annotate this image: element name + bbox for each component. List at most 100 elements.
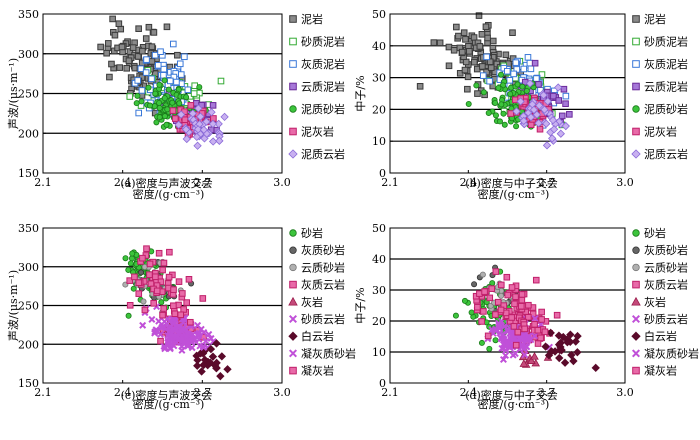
data-point xyxy=(159,311,166,319)
data-point xyxy=(142,69,150,76)
data-point xyxy=(484,332,492,340)
data-point xyxy=(140,298,147,305)
data-point xyxy=(194,321,202,329)
data-point xyxy=(541,342,550,351)
data-point xyxy=(531,314,539,322)
data-point xyxy=(466,48,473,55)
data-point xyxy=(199,360,208,370)
data-point xyxy=(217,352,227,361)
legend-item: 砂质云岩 xyxy=(631,312,688,326)
data-point xyxy=(555,353,564,363)
panel-2: 2.1 2.4 2.7 3.0 150 200 250 300 350 密度/(g·cm⁻³) 声波… xyxy=(6,222,356,411)
data-point xyxy=(143,245,150,252)
data-point xyxy=(470,34,478,41)
data-point xyxy=(527,121,535,128)
data-point xyxy=(196,84,203,91)
data-point xyxy=(116,64,123,71)
series-6 xyxy=(512,79,570,150)
data-point xyxy=(567,350,576,360)
data-point xyxy=(146,102,153,109)
legend-item: 泥质云岩 xyxy=(631,147,688,161)
data-point xyxy=(486,294,494,302)
data-point xyxy=(181,53,188,61)
data-point xyxy=(542,141,552,150)
data-point xyxy=(143,56,150,63)
legend-marker xyxy=(289,60,297,68)
data-point xyxy=(174,120,183,129)
data-point xyxy=(163,121,170,128)
data-point xyxy=(220,112,229,122)
data-point xyxy=(498,281,505,289)
panel-0: 2.1 2.4 2.7 3.0 150 200 250 300 350 密度/(g·cm⁻³) 声波… xyxy=(6,8,345,201)
series-6 xyxy=(541,328,600,373)
data-point xyxy=(175,278,183,285)
panel-caption: (c)密度与声波交会 xyxy=(121,388,213,402)
data-point xyxy=(158,299,165,306)
data-point xyxy=(502,51,510,59)
data-point xyxy=(462,36,469,43)
legend-label: 泥质云岩 xyxy=(644,147,688,161)
data-point xyxy=(170,325,178,333)
data-point xyxy=(554,117,564,126)
data-point xyxy=(193,125,203,134)
data-point xyxy=(151,328,159,336)
legend-item: 灰质砂岩 xyxy=(632,243,688,257)
data-point xyxy=(129,44,137,51)
data-point xyxy=(146,260,154,268)
data-point xyxy=(169,40,177,48)
legend-label: 灰岩 xyxy=(301,295,323,309)
data-point xyxy=(535,101,544,110)
legend-label: 泥岩 xyxy=(301,12,323,26)
legend-marker xyxy=(631,296,641,306)
legend-marker xyxy=(631,314,641,324)
y-tick-label: 40 xyxy=(372,40,386,53)
x-tick-label: 3.0 xyxy=(616,176,634,189)
data-point xyxy=(526,112,536,122)
data-point xyxy=(498,101,505,108)
legend-label: 凝灰岩 xyxy=(644,364,677,378)
data-point xyxy=(172,115,179,122)
data-point xyxy=(521,325,528,333)
data-point xyxy=(125,57,133,65)
data-point xyxy=(489,37,497,45)
data-point xyxy=(129,250,136,257)
data-point xyxy=(157,337,164,345)
legend-item: 白云岩 xyxy=(288,329,334,343)
data-point xyxy=(161,77,168,84)
data-point xyxy=(169,319,177,327)
data-point xyxy=(194,104,203,113)
data-point xyxy=(548,115,558,125)
data-point xyxy=(531,59,539,67)
data-point xyxy=(141,263,148,270)
legend-label: 灰质云岩 xyxy=(301,278,345,292)
y-tick-label: 20 xyxy=(372,103,386,116)
legend-label: 云质泥岩 xyxy=(301,80,345,94)
data-point xyxy=(206,344,216,354)
data-point xyxy=(533,75,540,82)
x-axis-label: 密度/(g·cm⁻³) xyxy=(478,397,550,411)
legend-marker xyxy=(632,82,640,91)
panel-caption: (a)密度与声波交会 xyxy=(120,176,212,190)
legend-marker xyxy=(289,127,297,136)
data-point xyxy=(177,71,185,78)
data-point xyxy=(535,81,542,88)
data-point xyxy=(508,314,515,321)
data-point xyxy=(558,112,566,120)
data-point xyxy=(512,293,519,301)
data-point xyxy=(455,32,462,40)
data-point xyxy=(512,107,521,116)
data-point xyxy=(153,287,161,295)
legend-marker xyxy=(288,314,298,324)
legend-item: 泥质砂岩 xyxy=(289,102,345,116)
data-point xyxy=(518,291,526,298)
data-point xyxy=(554,340,564,349)
y-tick-label: 30 xyxy=(372,72,386,85)
data-point xyxy=(183,94,190,101)
data-point xyxy=(480,308,487,315)
data-point xyxy=(546,328,555,337)
data-point xyxy=(137,65,145,72)
data-point xyxy=(173,338,181,346)
data-point xyxy=(560,85,568,93)
data-point xyxy=(181,116,189,124)
data-point xyxy=(187,318,194,326)
